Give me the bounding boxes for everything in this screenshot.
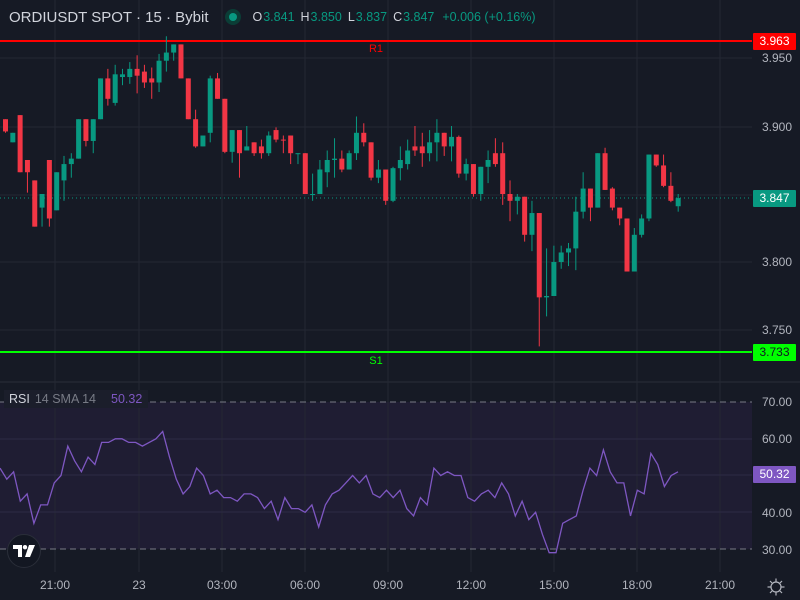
time-tick: 23 (132, 578, 146, 592)
rsi-tick-30: 30.00 (762, 543, 793, 557)
time-tick: 12:00 (455, 578, 487, 592)
price-axis[interactable]: 3.950 3.900 3.800 3.750 (752, 0, 800, 382)
settings-gear-icon[interactable] (766, 577, 786, 597)
time-tick: 15:00 (538, 578, 570, 592)
rsi-axis[interactable]: 70.00 60.00 40.00 30.00 (752, 382, 800, 572)
time-tick: 21:00 (39, 578, 71, 592)
price-tick-3800: 3.800 (762, 255, 793, 269)
low-label: L (347, 10, 355, 24)
rsi-tick-60: 60.00 (762, 432, 793, 446)
tradingview-logo-icon (13, 545, 35, 557)
close-label: C (393, 10, 403, 24)
time-tick: 09:00 (372, 578, 404, 592)
time-tick: 06:00 (289, 578, 321, 592)
rsi-tick-40: 40.00 (762, 506, 793, 520)
chart-header: ORDIUSDT SPOT · 15 · Bybit O3.841 H3.850… (0, 0, 536, 34)
rsi-name: RSI (9, 392, 30, 406)
candlestick-series (3, 36, 681, 347)
time-tick: 03:00 (206, 578, 238, 592)
rsi-line (0, 430, 679, 554)
time-tick: 18:00 (621, 578, 653, 592)
support-label: S1 (369, 355, 383, 367)
price-tick-3750: 3.750 (762, 323, 793, 337)
support-price-tag: 3.733 (753, 344, 796, 361)
low-value: 3.837 (355, 10, 388, 24)
high-value: 3.850 (310, 10, 342, 24)
rsi-legend-value: 50.32 (111, 392, 143, 406)
ohlc-values: O3.841 H3.850 L3.837 C3.847 +0.006 (+0.1… (253, 10, 536, 24)
resistance-label: R1 (368, 43, 384, 55)
price-tick-3900: 3.900 (762, 120, 793, 134)
close-value: 3.847 (403, 10, 435, 24)
change-value: +0.006 (+0.16%) (442, 10, 536, 24)
rsi-params: 14 SMA 14 (34, 392, 96, 406)
resistance-price-tag: 3.963 (753, 33, 796, 50)
open-value: 3.841 (263, 10, 295, 24)
support-resistance-lines (0, 40, 752, 353)
time-axis[interactable]: 21:00 23 03:00 06:00 09:00 12:00 15:00 1… (0, 572, 752, 600)
rsi-legend[interactable]: RSI 14 SMA 14 50.32 (4, 390, 149, 408)
symbol-title[interactable]: ORDIUSDT SPOT · 15 · Bybit (9, 8, 209, 26)
rsi-value-tag: 50.32 (753, 466, 796, 483)
price-tick-3950: 3.950 (762, 51, 793, 65)
market-status-dot-icon (224, 9, 241, 25)
tradingview-logo[interactable] (7, 534, 41, 568)
last-price-tag: 3.847 (753, 190, 796, 207)
open-label: O (252, 10, 263, 24)
high-label: H (300, 10, 310, 24)
time-tick: 21:00 (704, 578, 736, 592)
rsi-tick-70: 70.00 (762, 395, 793, 409)
